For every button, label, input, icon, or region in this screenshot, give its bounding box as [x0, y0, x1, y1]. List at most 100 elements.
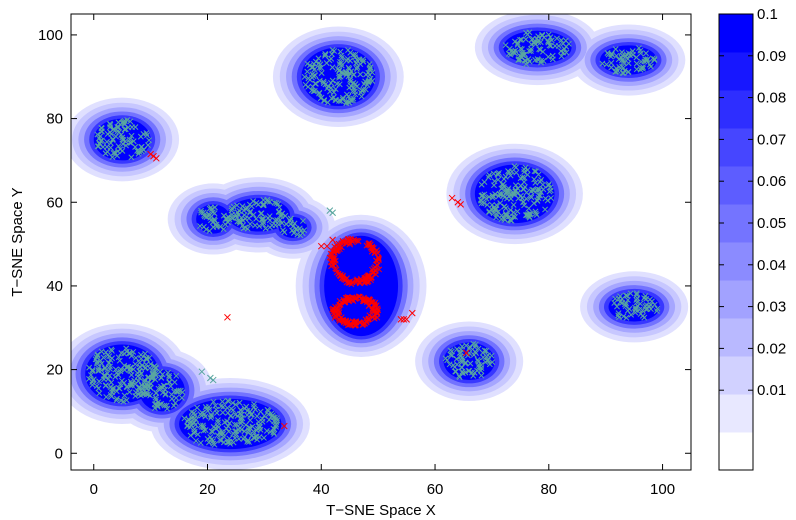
data-point-marker: [118, 377, 125, 384]
data-point-marker: [617, 299, 624, 306]
data-point-marker: [244, 205, 251, 212]
data-point-marker: [224, 313, 231, 321]
data-point-marker: [264, 406, 271, 413]
data-point-marker: [365, 242, 372, 249]
x-tick-label: 0: [90, 481, 98, 498]
data-point-marker: [400, 316, 408, 323]
data-point-marker: [612, 295, 619, 302]
data-point-marker: [249, 423, 256, 430]
data-point-marker: [150, 152, 157, 160]
data-point-marker: [94, 143, 101, 150]
data-point-marker: [104, 370, 111, 377]
data-point-marker: [147, 150, 154, 158]
data-point-marker: [618, 54, 625, 61]
data-point-marker: [637, 300, 644, 307]
data-point-marker: [534, 197, 541, 204]
data-point-marker: [320, 78, 327, 85]
data-point-marker: [145, 379, 152, 386]
data-point-marker: [345, 93, 352, 100]
data-point-marker: [336, 97, 343, 104]
data-point-marker: [209, 376, 217, 384]
colorbar-tick-label: 0.01: [757, 382, 786, 399]
data-point-marker: [462, 359, 469, 366]
data-point-marker: [326, 207, 334, 214]
data-point-marker: [627, 290, 634, 297]
data-point-marker: [522, 60, 530, 68]
colorbar-tick-label: 0.04: [757, 257, 786, 274]
data-point-marker: [273, 200, 280, 207]
data-point-marker: [112, 373, 119, 380]
data-point-marker: [107, 144, 114, 151]
data-point-marker: [203, 406, 210, 413]
data-point-marker: [651, 56, 658, 63]
data-point-marker: [485, 357, 492, 363]
data-point-marker: [529, 35, 536, 42]
data-point-marker: [257, 408, 264, 415]
points-layer: [86, 29, 661, 448]
data-point-marker: [500, 181, 507, 188]
data-point-marker: [483, 347, 490, 354]
data-point-marker: [132, 124, 139, 131]
data-point-marker: [102, 365, 108, 372]
data-point-marker: [179, 389, 186, 396]
data-point-marker: [132, 144, 139, 150]
data-point-marker: [329, 64, 336, 71]
data-point-marker: [620, 65, 627, 71]
data-point-marker: [187, 432, 194, 439]
data-point-marker: [211, 216, 218, 223]
data-point-marker: [253, 200, 260, 206]
data-point-marker: [370, 244, 377, 251]
data-point-marker: [453, 356, 460, 362]
data-point-marker: [533, 211, 540, 218]
data-point-marker: [366, 66, 373, 73]
data-point-marker: [106, 365, 113, 372]
colorbar-band: [719, 318, 753, 357]
data-point-marker: [208, 411, 215, 418]
data-point-marker: [274, 217, 281, 224]
data-point-marker: [158, 383, 164, 390]
data-point-marker: [628, 311, 635, 318]
data-point-marker: [86, 364, 93, 371]
data-point-marker: [561, 46, 568, 53]
data-point-marker: [184, 422, 191, 429]
y-tick-label: 80: [46, 111, 63, 128]
data-point-marker: [108, 393, 115, 400]
data-point-marker: [210, 398, 217, 405]
data-point-marker: [243, 403, 250, 410]
data-point-marker: [638, 58, 645, 65]
data-point-marker: [279, 220, 285, 227]
data-point-marker: [136, 374, 143, 381]
data-point-marker: [198, 207, 204, 214]
data-point-marker: [173, 372, 180, 379]
data-point-marker: [333, 266, 340, 273]
data-point-marker: [526, 48, 533, 55]
data-point-marker: [524, 31, 531, 38]
data-point-marker: [143, 130, 150, 137]
data-point-marker: [344, 322, 351, 329]
data-point-marker: [224, 418, 231, 425]
data-point-marker: [548, 195, 554, 201]
data-point-marker: [361, 275, 368, 281]
data-point-marker: [132, 389, 139, 396]
data-point-marker: [622, 301, 628, 308]
data-point-marker: [478, 372, 485, 379]
data-point-marker: [536, 186, 543, 193]
data-point-marker: [360, 58, 367, 65]
data-point-marker: [397, 316, 405, 323]
data-point-marker: [116, 357, 123, 364]
data-point-marker: [211, 204, 218, 211]
y-tick-label: 60: [46, 194, 63, 211]
data-point-marker: [457, 200, 464, 208]
data-point-marker: [107, 363, 113, 370]
data-point-marker: [173, 388, 180, 395]
data-point-marker: [538, 59, 544, 66]
data-point-marker: [238, 411, 245, 418]
data-point-marker: [470, 372, 477, 379]
data-point-marker: [512, 213, 518, 220]
data-point-marker: [158, 400, 165, 407]
data-point-marker: [257, 426, 264, 433]
data-point-marker: [340, 275, 347, 282]
data-point-marker: [346, 240, 354, 248]
data-point-marker: [608, 60, 615, 66]
